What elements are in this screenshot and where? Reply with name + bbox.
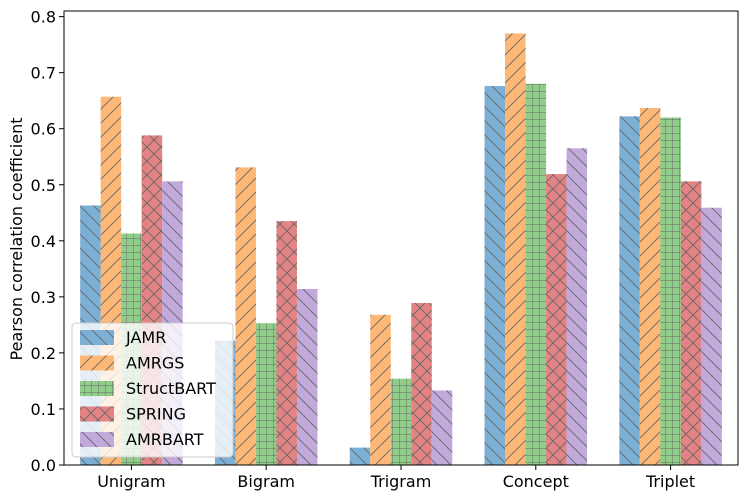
legend-label-spring: SPRING xyxy=(126,405,186,424)
x-tick-label: Concept xyxy=(503,472,569,491)
bar-hatch xyxy=(370,314,391,465)
bar-hatch xyxy=(546,174,567,465)
legend-swatch-hatch xyxy=(80,355,114,371)
bar-hatch xyxy=(505,33,526,466)
bar-hatch xyxy=(525,83,547,465)
x-tick-label: Trigram xyxy=(370,472,432,491)
y-tick-label: 0.8 xyxy=(31,8,56,27)
legend-label-amrbart: AMRBART xyxy=(126,430,204,449)
bar-hatch xyxy=(235,167,256,465)
plot-frame xyxy=(63,10,739,466)
x-axis: Unigram Bigram Trigram Concept Triplet xyxy=(97,465,695,491)
bar-hatch xyxy=(619,116,640,466)
bar-hatch xyxy=(431,390,453,465)
bar-hatch xyxy=(411,303,432,465)
y-tick-label: 0.0 xyxy=(31,456,56,475)
x-tick-label: Unigram xyxy=(97,472,165,491)
bar-hatch xyxy=(660,117,681,465)
bar-hatch xyxy=(296,289,318,465)
y-axis-title: Pearson correlation coefficient xyxy=(7,118,26,361)
bar-hatch xyxy=(255,323,277,465)
bar-hatch xyxy=(566,148,588,465)
y-tick-label: 0.6 xyxy=(31,120,56,139)
bar-hatch xyxy=(484,86,506,465)
bar-hatch xyxy=(639,107,661,466)
legend: JAMR AMRGS StructBART SPRING AMRBART xyxy=(71,322,234,458)
bar-hatch xyxy=(349,447,371,465)
bar-hatch xyxy=(680,181,702,465)
y-axis: 0.0 0.1 0.2 0.3 0.4 0.5 0.6 0.7 0.8 xyxy=(31,8,64,475)
y-tick-label: 0.1 xyxy=(31,400,56,419)
legend-swatch-hatch xyxy=(80,432,114,447)
legend-label-amrgs: AMRGS xyxy=(126,354,184,373)
y-tick-label: 0.5 xyxy=(31,176,56,195)
legend-label-structbart: StructBART xyxy=(126,379,216,398)
x-tick-label: Triplet xyxy=(645,472,695,491)
legend-swatch-hatch xyxy=(80,406,114,422)
legend-swatch-hatch xyxy=(80,330,114,345)
y-tick-label: 0.3 xyxy=(31,288,56,307)
bar-hatch xyxy=(390,378,412,465)
bar-hatch xyxy=(276,221,297,465)
y-tick-label: 0.7 xyxy=(31,64,56,83)
y-tick-label: 0.2 xyxy=(31,344,56,363)
bar-hatch xyxy=(701,207,722,465)
y-tick-label: 0.4 xyxy=(31,232,56,251)
legend-swatch-hatch xyxy=(80,381,114,396)
x-tick-label: Bigram xyxy=(237,472,295,491)
legend-label-jamr: JAMR xyxy=(125,328,166,347)
